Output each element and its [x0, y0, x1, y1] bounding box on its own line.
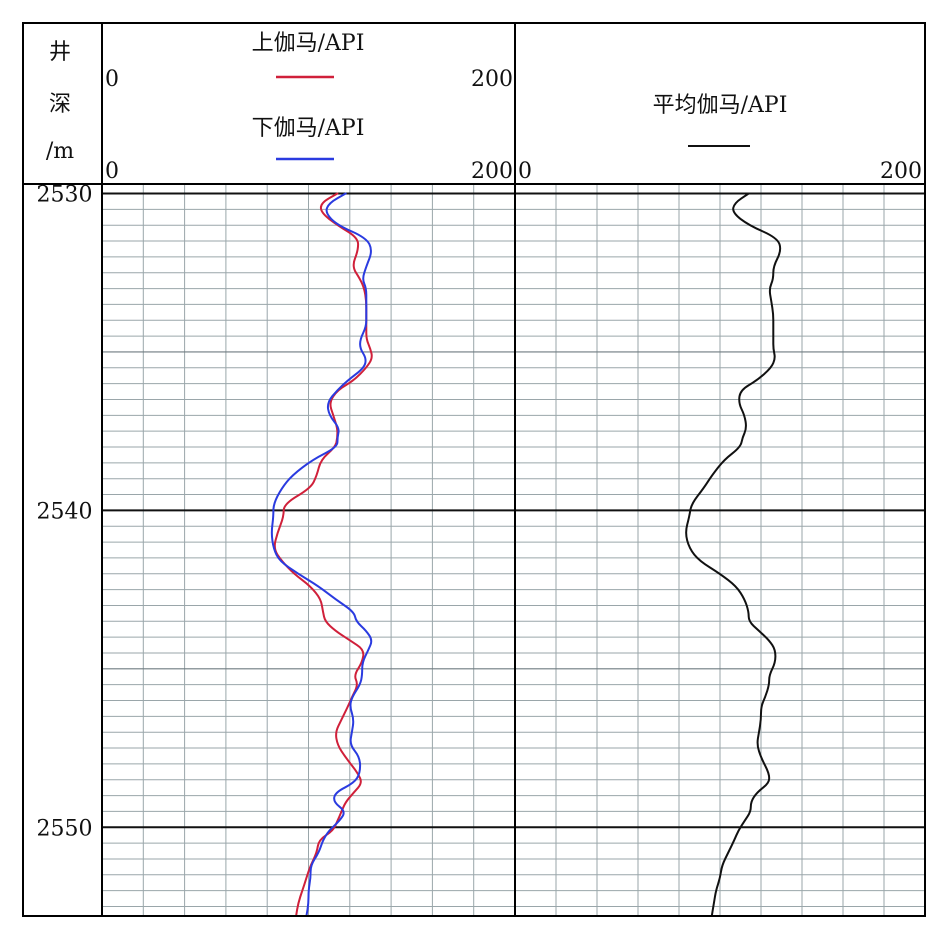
series-line-lower-gamma	[270, 192, 373, 917]
series-line-upper-gamma	[273, 192, 373, 917]
upper-gamma-min-label: 0	[105, 67, 119, 92]
depth-axis: 2530 2540 2550	[37, 183, 93, 842]
track2-header: 平均伽马/API 0 200	[518, 93, 922, 184]
chart-frame	[22, 22, 926, 917]
depth-header-line-2: 深	[49, 92, 71, 117]
lower-gamma-title: 下伽马/API	[252, 116, 365, 141]
lower-gamma-max-label: 200	[471, 159, 513, 184]
average-gamma-max-label: 200	[880, 159, 922, 184]
curves	[270, 192, 782, 917]
depth-header: 井 深 /m	[46, 40, 74, 164]
upper-gamma-max-label: 200	[471, 67, 513, 92]
lower-gamma-min-label: 0	[105, 159, 119, 184]
depth-tick-label: 2550	[37, 816, 93, 841]
track1-header: 上伽马/API 0 200 下伽马/API 0 200	[105, 31, 513, 184]
average-gamma-title: 平均伽马/API	[653, 93, 788, 118]
outer-frame	[22, 22, 926, 917]
depth-header-line-3: /m	[46, 139, 74, 164]
grid	[102, 184, 925, 916]
depth-tick-label: 2540	[37, 499, 93, 524]
average-gamma-min-label: 0	[518, 159, 532, 184]
upper-gamma-title: 上伽马/API	[252, 31, 365, 56]
series-line-average-gamma	[685, 192, 782, 917]
depth-header-line-1: 井	[49, 40, 71, 65]
depth-tick-label: 2530	[37, 183, 93, 208]
